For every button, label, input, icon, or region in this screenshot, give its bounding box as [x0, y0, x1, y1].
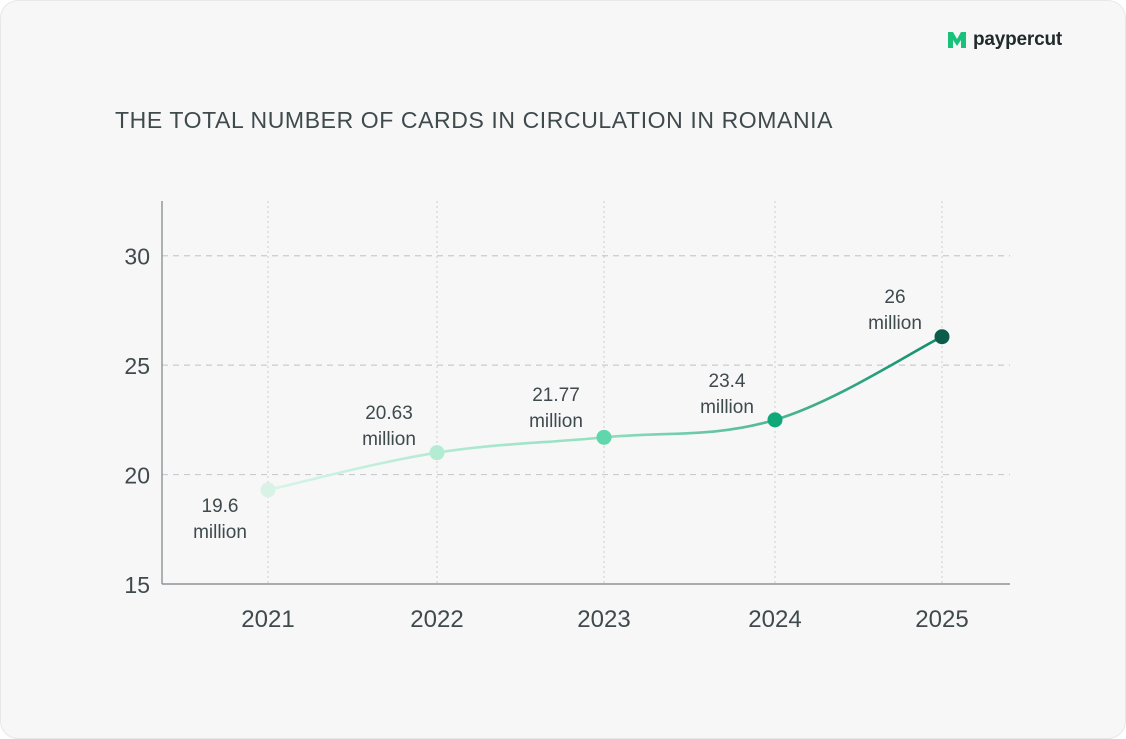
x-tick-label: 2023: [577, 606, 630, 633]
data-label-value: 20.63: [365, 403, 413, 424]
data-label-unit: million: [193, 522, 247, 543]
data-label-value: 26: [884, 287, 905, 308]
x-tick-label: 2021: [241, 606, 294, 633]
data-label-value: 23.4: [709, 371, 746, 392]
data-point: [767, 412, 783, 428]
x-tick-label: 2025: [915, 606, 968, 633]
data-label-value: 19.6: [202, 496, 239, 517]
chart-title: THE TOTAL NUMBER OF CARDS IN CIRCULATION…: [115, 107, 834, 133]
data-point: [596, 429, 612, 445]
data-label-unit: million: [700, 397, 754, 418]
data-label-unit: million: [868, 313, 922, 334]
paypercut-logo-icon: [948, 32, 966, 48]
x-tick-label: 2024: [748, 606, 801, 633]
data-point: [429, 445, 445, 461]
data-label-value: 21.77: [532, 385, 580, 406]
data-point: [934, 329, 950, 345]
brand-name: paypercut: [973, 29, 1063, 50]
y-tick-label: 15: [124, 572, 150, 598]
data-label-unit: million: [529, 411, 583, 432]
y-tick-label: 20: [124, 463, 150, 489]
y-tick-label: 30: [124, 244, 150, 270]
data-point: [260, 482, 276, 498]
y-tick-label: 25: [124, 353, 150, 379]
x-tick-label: 2022: [410, 606, 463, 633]
brand-logo: paypercut: [947, 29, 1062, 51]
data-label-unit: million: [362, 429, 416, 450]
